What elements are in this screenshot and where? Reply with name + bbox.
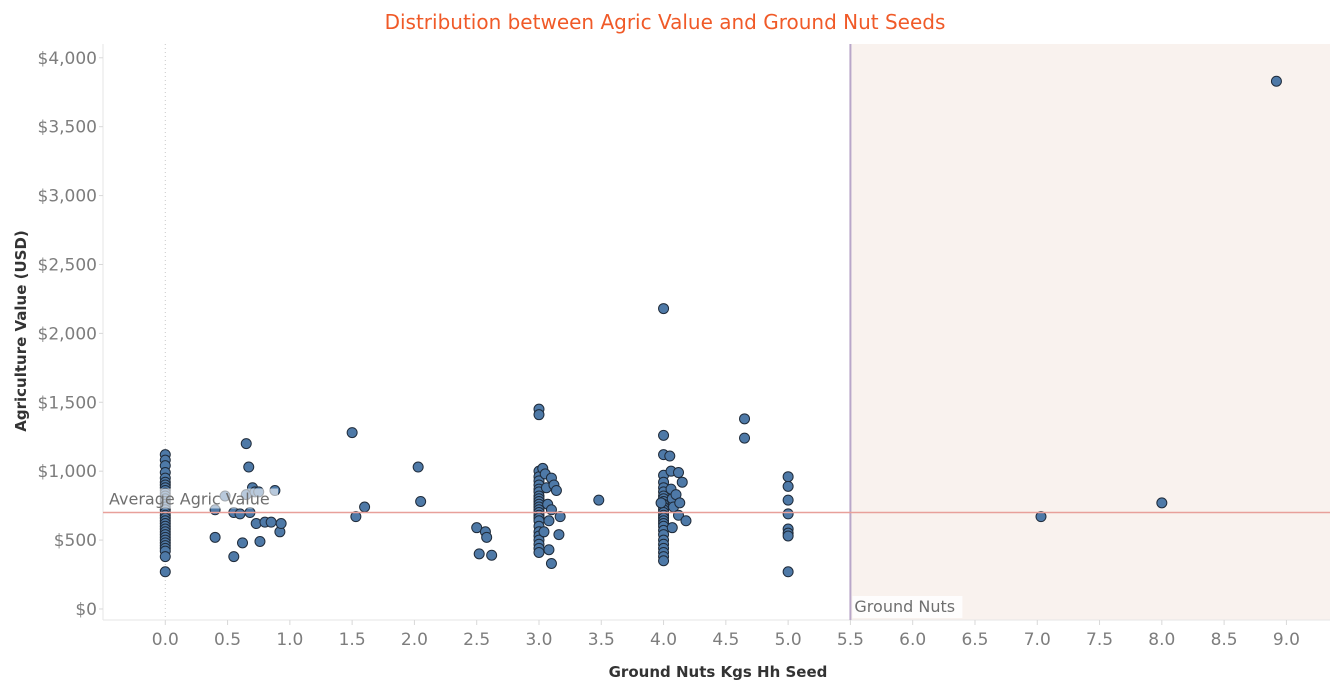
data-point xyxy=(658,429,670,441)
data-point xyxy=(538,526,550,538)
x-tick-label: 2.0 xyxy=(401,630,428,650)
data-point xyxy=(275,518,287,530)
x-tick-label: 2.5 xyxy=(463,630,490,650)
data-point xyxy=(237,537,249,549)
data-point xyxy=(1156,497,1168,509)
data-point xyxy=(782,494,794,506)
y-tick-label: $3,500 xyxy=(38,118,97,138)
y-tick-label: $2,500 xyxy=(38,255,97,275)
data-point xyxy=(486,549,498,561)
data-point xyxy=(1270,75,1282,87)
data-point xyxy=(676,476,688,488)
data-point xyxy=(481,531,493,543)
x-axis-label: Ground Nuts Kgs Hh Seed xyxy=(609,663,828,681)
data-point xyxy=(533,546,545,558)
data-point xyxy=(593,494,605,506)
x-tick-label: 6.5 xyxy=(961,630,988,650)
x-tick-label: 1.5 xyxy=(339,630,366,650)
y-tick-label: $1,000 xyxy=(38,462,97,482)
reference-band-label: Ground Nuts xyxy=(854,597,955,616)
data-point xyxy=(159,551,171,563)
x-tick-label: 0.5 xyxy=(214,630,241,650)
reference-band xyxy=(850,44,1330,620)
y-tick-label: $500 xyxy=(54,531,97,551)
x-tick-label: 3.5 xyxy=(588,630,615,650)
data-point xyxy=(664,450,676,462)
x-tick-label: 9.0 xyxy=(1273,630,1300,650)
data-point xyxy=(346,427,358,439)
data-point xyxy=(674,497,686,509)
y-axis-label: Agriculture Value (USD) xyxy=(12,230,30,432)
data-point xyxy=(234,508,246,520)
data-point xyxy=(658,303,670,315)
x-tick-label: 6.0 xyxy=(899,630,926,650)
data-point xyxy=(673,467,685,479)
data-point xyxy=(666,522,678,534)
data-point xyxy=(545,558,557,570)
x-tick-label: 1.0 xyxy=(276,630,303,650)
data-point xyxy=(209,531,221,543)
data-point xyxy=(473,548,485,560)
data-point xyxy=(658,555,670,567)
data-point xyxy=(782,530,794,542)
data-point xyxy=(1035,511,1047,523)
data-point xyxy=(350,511,362,523)
x-tick-label: 5.0 xyxy=(775,630,802,650)
data-point xyxy=(553,529,565,541)
data-point xyxy=(782,471,794,483)
x-tick-label: 8.0 xyxy=(1148,630,1175,650)
data-point xyxy=(228,551,240,563)
data-point xyxy=(254,535,266,547)
data-point xyxy=(471,522,483,534)
y-tick-label: $4,000 xyxy=(38,49,97,69)
data-point xyxy=(655,497,667,509)
y-tick-label: $3,000 xyxy=(38,187,97,207)
data-point xyxy=(739,432,751,444)
data-point xyxy=(415,495,427,507)
plot-area: $0 $500 $1,000 $1,500 $2,000 $2,500 $3,000 $3,5… xyxy=(38,44,1330,650)
x-tick-label: 4.0 xyxy=(650,630,677,650)
x-tick-label: 4.5 xyxy=(712,630,739,650)
average-reference-label: Average Agric Value xyxy=(109,490,270,509)
data-point xyxy=(782,480,794,492)
x-tick-label: 0.0 xyxy=(152,630,179,650)
data-point xyxy=(782,508,794,520)
data-point xyxy=(412,461,424,473)
x-tick-label: 7.5 xyxy=(1086,630,1113,650)
data-point xyxy=(243,461,255,473)
reference-band-label-bg xyxy=(852,596,963,618)
chart-title: Distribution between Agric Value and Gro… xyxy=(385,10,946,34)
y-tick-label: $1,500 xyxy=(38,393,97,413)
data-point xyxy=(550,484,562,496)
x-tick-label: 8.5 xyxy=(1211,630,1238,650)
data-point xyxy=(554,511,566,523)
data-point xyxy=(533,409,545,421)
data-point xyxy=(782,566,794,578)
data-point xyxy=(739,413,751,425)
average-reference-label-bg xyxy=(106,488,278,509)
data-point xyxy=(359,501,371,513)
data-point xyxy=(543,544,555,556)
x-tick-label: 5.5 xyxy=(837,630,864,650)
data-point xyxy=(543,515,555,527)
x-tick-label: 3.0 xyxy=(525,630,552,650)
x-tick-label: 7.0 xyxy=(1024,630,1051,650)
data-point xyxy=(159,566,171,578)
y-tick-label: $2,000 xyxy=(38,324,97,344)
y-tick-label: $0 xyxy=(75,600,97,620)
data-point xyxy=(240,438,252,450)
data-point xyxy=(680,515,692,527)
data-point xyxy=(265,516,277,528)
